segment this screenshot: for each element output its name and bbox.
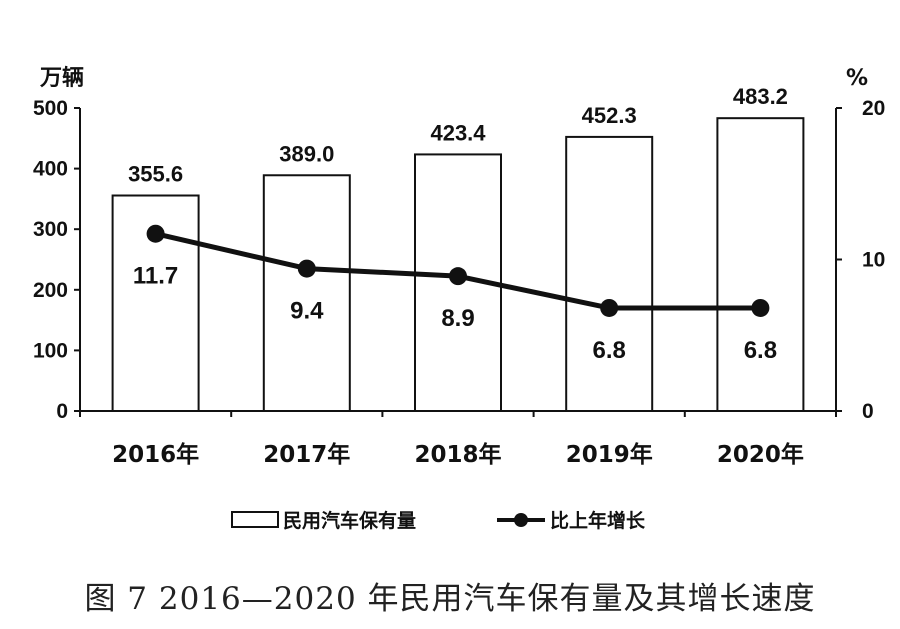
bar-series: 355.6 389.0 423.4 452.3 483.2 bbox=[111, 84, 805, 413]
bar bbox=[565, 135, 654, 413]
x-axis-categories: 2016年 2017年 2018年 2019年 2020年 bbox=[79, 411, 837, 468]
bar bbox=[262, 174, 351, 412]
right-tick-label: 0 bbox=[862, 400, 874, 423]
bar-value-label: 452.3 bbox=[582, 103, 637, 128]
line-point bbox=[146, 224, 165, 243]
x-category-label: 2016年 bbox=[112, 441, 199, 468]
line-series: 11.7 9.4 8.9 6.8 6.8 bbox=[133, 224, 777, 364]
bar-value-label: 355.6 bbox=[128, 162, 183, 187]
line-point bbox=[600, 298, 619, 317]
line-point bbox=[297, 259, 316, 278]
x-category-label: 2019年 bbox=[566, 441, 653, 468]
x-category-label: 2020年 bbox=[717, 441, 804, 468]
left-tick-label: 400 bbox=[33, 158, 68, 181]
legend-line-label: 比上年增长 bbox=[550, 509, 646, 532]
line-value-label: 9.4 bbox=[290, 298, 324, 325]
right-axis-ticks: 0 10 20 bbox=[836, 97, 885, 423]
legend-line-marker bbox=[514, 513, 528, 527]
legend-bar-swatch bbox=[231, 511, 279, 528]
x-category-label: 2018年 bbox=[414, 441, 501, 468]
line-value-label: 6.8 bbox=[593, 337, 626, 364]
line-value-label: 6.8 bbox=[744, 337, 777, 364]
figure-caption: 图 7 2016—2020 年民用汽车保有量及其增长速度 bbox=[84, 581, 815, 617]
line-point bbox=[751, 298, 770, 317]
legend-bar-label: 民用汽车保有量 bbox=[283, 509, 416, 532]
left-tick-label: 300 bbox=[33, 218, 68, 241]
left-tick-label: 200 bbox=[33, 279, 68, 302]
line-point bbox=[449, 267, 467, 286]
left-tick-label: 500 bbox=[33, 97, 68, 120]
line-value-label: 11.7 bbox=[133, 263, 178, 290]
left-tick-label: 0 bbox=[56, 400, 68, 423]
legend: 民用汽车保有量 比上年增长 bbox=[231, 509, 646, 532]
right-tick-label: 20 bbox=[862, 97, 885, 120]
bar-value-label: 423.4 bbox=[430, 120, 486, 145]
line-value-label: 8.9 bbox=[441, 305, 474, 332]
left-axis-unit: 万辆 bbox=[39, 65, 84, 91]
right-axis-unit: % bbox=[846, 66, 868, 91]
left-axis-ticks: 0 100 200 300 400 500 bbox=[33, 97, 80, 423]
left-tick-label: 100 bbox=[33, 339, 68, 362]
bar bbox=[716, 117, 805, 413]
bar-value-label: 483.2 bbox=[733, 84, 788, 109]
right-tick-label: 10 bbox=[862, 249, 885, 272]
x-category-label: 2017年 bbox=[263, 441, 350, 468]
bar-value-label: 389.0 bbox=[279, 141, 334, 166]
